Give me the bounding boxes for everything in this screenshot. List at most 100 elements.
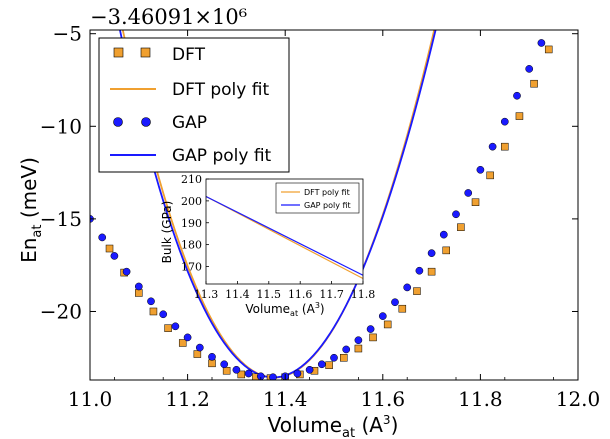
gap-point — [305, 365, 314, 374]
x-tick-label: 11.6 — [361, 387, 406, 411]
series-line-gap-poly-fit — [119, 30, 437, 379]
dft-point — [398, 304, 407, 313]
gap-point — [134, 282, 143, 291]
inset-x-axis-title: Volumeat (A3) — [245, 301, 324, 318]
x-axis-title-unit-superscript: 3 — [383, 413, 391, 427]
dft-point — [530, 79, 538, 88]
legend-entry-gap: GAP — [113, 113, 207, 133]
x-axis-title-unit: (A — [361, 413, 383, 437]
gap-point — [122, 267, 131, 276]
dft-point — [442, 246, 450, 255]
inset-y-tick-label: 210 — [181, 173, 202, 186]
x-axis-title-subscript: at — [342, 426, 355, 439]
x-tick-label: 12.0 — [556, 387, 601, 411]
inset-series-layer — [205, 195, 364, 280]
gap-point — [366, 325, 375, 333]
inset-x-tick-label: 11.8 — [351, 288, 376, 301]
inset-x-axis-title-unit-close: ) — [320, 302, 325, 316]
dft-point — [237, 370, 246, 379]
legend-marker-dft-2 — [140, 47, 151, 58]
legend-entry-dft: DFT — [113, 45, 206, 65]
gap-point — [500, 117, 509, 126]
inset-legend: DFT poly fit GAP poly fit — [275, 182, 360, 214]
dft-point — [325, 361, 333, 369]
legend-marker-dft-1 — [113, 47, 124, 58]
inset-x-tick-label: 11.4 — [225, 288, 250, 301]
gap-point — [403, 283, 412, 292]
gap-point — [220, 360, 229, 369]
gap-point — [378, 312, 387, 320]
inset-x-tick-label: 11.5 — [257, 288, 282, 301]
y-tick-label: −20 — [40, 299, 82, 323]
legend-marker-gap-2 — [141, 117, 151, 127]
gap-point — [513, 91, 521, 100]
inset-x-tick-label: 11.3 — [194, 288, 219, 301]
y-tick-label: −10 — [40, 114, 82, 138]
dft-point — [471, 198, 480, 206]
dft-point — [544, 45, 553, 54]
x-axis-title-unit-close: ) — [391, 413, 399, 437]
main-series-layer — [90, 30, 553, 380]
legend-label-dft: DFT — [172, 45, 206, 65]
dft-point — [413, 287, 421, 295]
gap-point — [98, 233, 107, 242]
gap-point — [452, 210, 460, 219]
inset-frame — [205, 178, 364, 285]
gap-point — [427, 249, 436, 257]
inset-chart: 11.3 11.4 11.5 11.6 11.7 11.8 210 200 190 180 170… — [160, 173, 375, 318]
y-offset-label: −3.46091×10⁶ — [90, 5, 247, 29]
dft-point — [383, 320, 392, 329]
dft-point — [208, 359, 216, 368]
gap-point — [354, 336, 363, 345]
dft-point — [164, 324, 172, 332]
y-tick-label: −15 — [40, 207, 82, 231]
inset-y-tick-label: 200 — [181, 195, 202, 208]
inset-x-axis-title-main: Volume — [245, 302, 290, 316]
gap-point — [183, 333, 192, 342]
x-axis-title: Volumeat (A3) — [268, 413, 399, 439]
y-axis-title-unit: (meV) — [17, 157, 41, 218]
inset-y-tick-label: 190 — [181, 217, 202, 230]
legend-label-gap: GAP — [172, 113, 207, 133]
gap-point — [208, 353, 216, 361]
dft-point — [340, 354, 348, 362]
legend-label-dft-poly-fit: DFT poly fit — [172, 80, 269, 100]
legend-entry-gap-poly-fit: GAP poly fit — [110, 146, 272, 166]
inset-y-axis-title: Bulk (GPa) — [160, 201, 174, 264]
legend-label-gap-poly-fit: GAP poly fit — [172, 146, 272, 166]
dft-point — [354, 344, 363, 353]
gap-point — [488, 142, 497, 151]
inset-legend-box — [275, 182, 360, 214]
x-tick-label: 11.8 — [458, 387, 503, 411]
gap-point — [330, 353, 338, 362]
main-y-axis: −5 −10 −15 −20 — [40, 22, 578, 323]
gap-point — [391, 298, 399, 307]
gap-point — [464, 189, 473, 197]
legend-marker-gap-1 — [113, 117, 123, 127]
y-axis-title-subscript: at — [30, 225, 45, 238]
gap-point — [159, 310, 168, 319]
inset-y-tick-label: 170 — [181, 261, 202, 274]
x-tick-label: 11.2 — [165, 387, 210, 411]
inset-legend-label-dft-poly-fit: DFT poly fit — [304, 188, 350, 197]
gap-point — [195, 343, 204, 352]
dft-point — [486, 171, 494, 180]
dft-point — [501, 142, 509, 151]
gap-point — [317, 360, 326, 369]
dft-point — [427, 267, 436, 276]
dft-point — [149, 307, 158, 316]
inset-x-axis-title-unit: (A — [302, 302, 316, 316]
dft-point — [515, 112, 524, 120]
legend-entry-dft-poly-fit: DFT poly fit — [110, 80, 269, 100]
y-axis-title: Enat (meV) — [17, 157, 45, 263]
inset-legend-label-gap-poly-fit: GAP poly fit — [304, 201, 351, 210]
dft-point — [457, 223, 465, 231]
gap-point — [439, 230, 448, 239]
gap-point — [269, 373, 277, 380]
inset-x-tick-label: 11.6 — [288, 288, 313, 301]
inset-x-axis: 11.3 11.4 11.5 11.6 11.7 11.8 — [194, 281, 376, 301]
gap-point — [537, 39, 546, 47]
main-legend: DFT DFT poly fit GAP GAP poly fit — [98, 37, 290, 173]
gap-point — [342, 345, 351, 354]
